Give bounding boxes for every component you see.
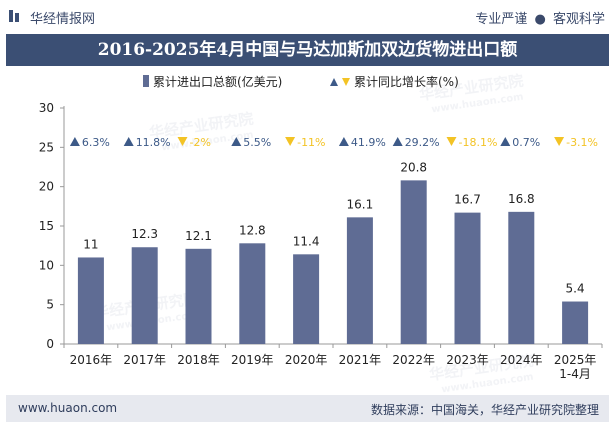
growth-value-label: 11.8% bbox=[136, 136, 171, 149]
bar-value-label: 12.3 bbox=[131, 227, 158, 241]
growth-up-icon bbox=[69, 137, 80, 146]
x-tick-label: 2019年 bbox=[231, 353, 274, 367]
bar-value-label: 5.4 bbox=[566, 282, 585, 296]
growth-value-label: -11% bbox=[297, 136, 325, 149]
legend-down-icon bbox=[342, 78, 350, 86]
bar-value-label: 12.8 bbox=[239, 223, 266, 237]
growth-down-icon bbox=[177, 137, 188, 146]
bar bbox=[346, 217, 373, 344]
legend-bar-label: 累计进出口总额(亿美元) bbox=[153, 74, 282, 89]
tagline-left: 专业严谨 bbox=[475, 12, 528, 27]
x-tick-label: 2017年 bbox=[123, 353, 166, 367]
bar bbox=[562, 301, 589, 344]
tagline: 专业严谨 ● 客观科学 bbox=[475, 8, 605, 27]
growth-down-icon bbox=[446, 137, 457, 146]
x-tick-label-line: 2016年 bbox=[70, 353, 113, 367]
y-tick-label: 15 bbox=[39, 219, 54, 233]
growth-up-icon bbox=[231, 137, 242, 146]
bar-value-label: 12.1 bbox=[185, 229, 212, 243]
footer-source: 数据来源：中国海关，华经产业研究院整理 bbox=[370, 403, 599, 417]
footer-url[interactable]: www.huaon.com bbox=[18, 401, 118, 415]
bar-value-label: 20.8 bbox=[400, 160, 427, 174]
growth-value-label: 41.9% bbox=[351, 136, 386, 149]
brand-logo-icon bbox=[9, 10, 19, 22]
bar bbox=[508, 211, 535, 344]
growth-value-label: -3.1% bbox=[566, 136, 598, 149]
y-tick-label: 0 bbox=[46, 337, 54, 351]
x-tick-label-line: 2023年 bbox=[446, 353, 489, 367]
bar-value-label: 16.8 bbox=[508, 192, 535, 206]
bar bbox=[293, 254, 320, 344]
bar bbox=[77, 257, 104, 344]
x-tick-label: 2018年 bbox=[177, 353, 220, 367]
x-tick-label-line: 2025年 bbox=[554, 353, 597, 367]
tagline-right: 客观科学 bbox=[552, 12, 605, 27]
y-tick-label: 10 bbox=[39, 258, 54, 272]
growth-value-label: -2% bbox=[190, 136, 211, 149]
chart-canvas: 华经产业研究院www.huaon.com华经产业研究院www.huaon.com… bbox=[39, 72, 603, 395]
y-tick-label: 5 bbox=[46, 298, 54, 312]
x-tick-label-line: 1-4月 bbox=[559, 367, 591, 381]
growth-value-label: -18.1% bbox=[459, 136, 498, 149]
x-tick-label-line: 2019年 bbox=[231, 353, 274, 367]
tagline-separator: ● bbox=[534, 12, 546, 27]
x-tick-label-line: 2021年 bbox=[339, 353, 382, 367]
growth-value-label: 5.5% bbox=[243, 136, 271, 149]
bar-value-label: 11.4 bbox=[293, 234, 320, 248]
growth-value-label: 0.7% bbox=[512, 136, 540, 149]
y-tick-label: 25 bbox=[39, 140, 54, 154]
x-tick-label-line: 2022年 bbox=[392, 353, 435, 367]
x-tick-label: 2021年 bbox=[339, 353, 382, 367]
brand-name: 华经情报网 bbox=[30, 12, 96, 27]
bar-value-label: 11 bbox=[83, 237, 98, 251]
x-tick-label-line: 2017年 bbox=[123, 353, 166, 367]
x-tick-label: 2022年 bbox=[392, 353, 435, 367]
growth-down-icon bbox=[554, 137, 565, 146]
x-tick-label: 2024年 bbox=[500, 353, 543, 367]
footer: www.huaon.com 数据来源：中国海关，华经产业研究院整理 bbox=[6, 395, 609, 422]
x-tick-label-line: 2020年 bbox=[285, 353, 328, 367]
x-tick-label-line: 2024年 bbox=[500, 353, 543, 367]
growth-up-icon bbox=[123, 137, 134, 146]
x-tick-label-line: 2018年 bbox=[177, 353, 220, 367]
x-tick-label: 2020年 bbox=[285, 353, 328, 367]
top-header: 华经情报网 专业严谨 ● 客观科学 bbox=[0, 0, 615, 32]
bar bbox=[454, 212, 481, 344]
x-tick-label: 2025年 1-4月 bbox=[554, 353, 597, 381]
y-tick-label: 20 bbox=[39, 180, 54, 194]
bar-value-label: 16.7 bbox=[454, 193, 481, 207]
bar bbox=[400, 180, 427, 344]
growth-up-icon bbox=[500, 137, 511, 146]
legend-up-icon bbox=[330, 78, 338, 86]
x-tick-label: 2023年 bbox=[446, 353, 489, 367]
legend-growth-label: 累计同比增长率(%) bbox=[354, 74, 459, 89]
growth-down-icon bbox=[285, 137, 296, 146]
bar bbox=[239, 243, 266, 344]
bar-value-label: 16.1 bbox=[347, 197, 374, 211]
bar bbox=[131, 247, 158, 344]
growth-value-label: 6.3% bbox=[82, 136, 110, 149]
x-tick-label: 2016年 bbox=[70, 353, 113, 367]
y-tick-label: 30 bbox=[39, 101, 54, 115]
growth-up-icon bbox=[338, 137, 349, 146]
chart-title: 2016-2025年4月中国与马达加斯加双边货物进出口额 bbox=[6, 34, 609, 66]
bar bbox=[185, 248, 212, 344]
growth-up-icon bbox=[392, 137, 403, 146]
growth-value-label: 29.2% bbox=[405, 136, 440, 149]
legend-bar-swatch bbox=[143, 75, 149, 87]
